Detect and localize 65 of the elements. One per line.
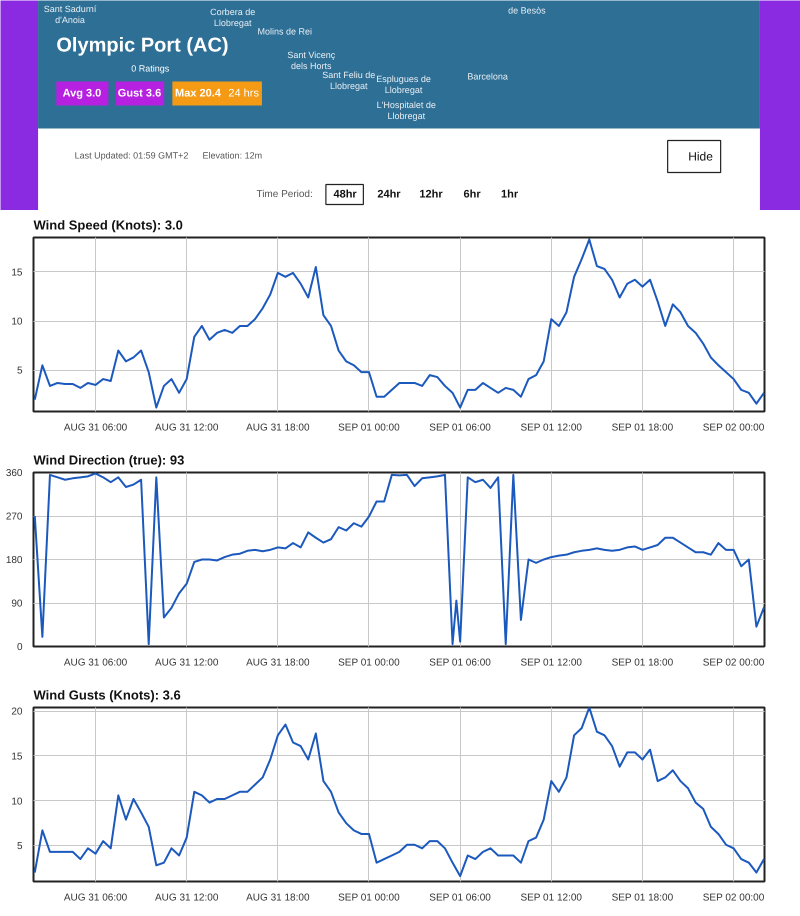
text: Time Period: <box>256 189 313 200</box>
x-tick-label: SEP 01 12:00 <box>520 892 582 904</box>
x-tick-label: SEP 01 00:00 <box>338 892 400 904</box>
x-tick-label: SEP 01 18:00 <box>612 892 674 904</box>
chart-title: Wind Direction (true): 93 <box>34 452 184 468</box>
text: Olympic Port (AC) <box>56 34 229 56</box>
x-tick-label: SEP 01 00:00 <box>338 422 400 434</box>
x-tick-label: SEP 01 12:00 <box>520 422 582 434</box>
text: Corbera de Llobregat <box>210 7 256 28</box>
text: 1hr <box>501 188 519 200</box>
x-tick-label: SEP 01 06:00 <box>429 422 492 434</box>
x-tick-label: AUG 31 12:00 <box>155 658 219 668</box>
text: Sant Vicenç dels Horts <box>287 50 336 71</box>
y-tick-label: 5 <box>16 841 23 852</box>
text: Avg 3.0 <box>62 88 102 100</box>
y-tick-label: 0 <box>16 642 23 653</box>
y-tick-label: 360 <box>6 468 23 479</box>
text: Barcelona <box>467 72 508 82</box>
text: 24hr <box>377 188 402 200</box>
text: Molins de Rei <box>258 26 312 36</box>
x-tick-label: AUG 31 18:00 <box>246 658 310 668</box>
line-series <box>34 708 764 878</box>
x-tick-label: SEP 01 00:00 <box>338 658 400 668</box>
x-tick-label: AUG 31 12:00 <box>155 892 219 904</box>
chart-title: Wind Speed (Knots): 3.0 <box>34 218 183 232</box>
y-tick-label: 10 <box>11 796 23 808</box>
x-tick-label: SEP 02 00:00 <box>702 422 765 434</box>
x-tick-label: AUG 31 06:00 <box>64 422 128 434</box>
x-tick-label: SEP 01 06:00 <box>429 658 492 668</box>
x-tick-label: AUG 31 06:00 <box>64 658 128 668</box>
y-tick-label: 90 <box>11 598 23 610</box>
y-tick-label: 5 <box>16 366 23 377</box>
y-tick-label: 15 <box>11 751 23 762</box>
text: L'Hospitalet de Llobregat <box>376 100 436 121</box>
y-tick-label: 270 <box>6 512 23 522</box>
x-tick-label: SEP 02 00:00 <box>702 658 765 668</box>
text: Sant Feliu de Llobregat <box>322 70 376 91</box>
x-tick-label: AUG 31 18:00 <box>246 422 310 434</box>
line-series <box>34 238 764 409</box>
text: 12hr <box>419 188 444 200</box>
text: 48hr <box>333 188 358 200</box>
text: 24 hrs <box>228 88 260 100</box>
text: Esplugues de Llobregat <box>376 74 431 95</box>
text: Gust 3.6 <box>118 88 162 100</box>
x-tick-label: AUG 31 12:00 <box>155 422 219 434</box>
y-tick-label: 20 <box>11 706 23 718</box>
x-tick-label: SEP 01 18:00 <box>612 658 674 668</box>
text: Elevation: 12m <box>202 150 262 160</box>
x-tick-label: SEP 01 06:00 <box>429 892 492 904</box>
text: 6hr <box>464 188 482 200</box>
text: Max 20.4 <box>175 88 222 100</box>
text: Hide <box>688 150 714 164</box>
x-tick-label: SEP 02 00:00 <box>702 892 765 904</box>
y-tick-label: 15 <box>11 267 23 278</box>
x-tick-label: AUG 31 06:00 <box>64 892 128 904</box>
text: Sant Sadurní d'Anoia <box>44 4 97 25</box>
text: 0 Ratings <box>131 64 170 74</box>
text: Last Updated: 01:59 GMT+2 <box>74 150 188 160</box>
x-tick-label: SEP 01 12:00 <box>520 658 582 668</box>
x-tick-label: AUG 31 18:00 <box>246 892 310 904</box>
text: de Besòs <box>508 6 546 16</box>
chart-title: Wind Gusts (Knots): 3.6 <box>34 688 181 702</box>
y-tick-label: 10 <box>11 316 23 328</box>
y-tick-label: 180 <box>6 555 23 566</box>
x-tick-label: SEP 01 18:00 <box>612 422 674 434</box>
